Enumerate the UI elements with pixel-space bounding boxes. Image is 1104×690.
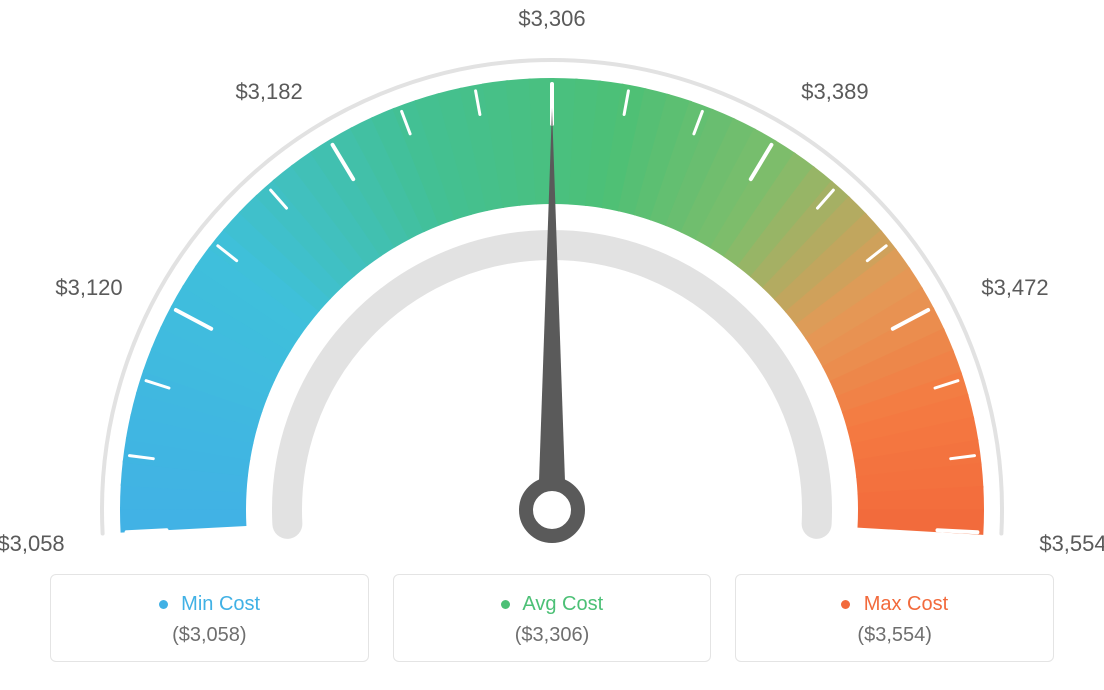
gauge-tick-label: $3,306	[518, 6, 585, 32]
gauge-area: $3,058 $3,120 $3,182 $3,306 $3,389 $3,472 $3,5…	[0, 0, 1104, 560]
gauge-tick-label: $3,120	[55, 275, 122, 301]
min-cost-card: Min Cost ($3,058)	[50, 574, 369, 662]
gauge-svg	[0, 30, 1104, 570]
gauge-chart-container: $3,058 $3,120 $3,182 $3,306 $3,389 $3,472 $3,5…	[0, 0, 1104, 690]
max-bullet-icon	[841, 600, 850, 609]
gauge-tick-label: $3,058	[0, 531, 65, 557]
avg-cost-label: Avg Cost	[522, 593, 603, 615]
max-cost-value: ($3,554)	[746, 624, 1043, 647]
gauge-tick-label: $3,554	[1039, 531, 1104, 557]
min-cost-label: Min Cost	[181, 593, 260, 615]
max-cost-label: Max Cost	[864, 593, 948, 615]
summary-cards: Min Cost ($3,058) Avg Cost ($3,306) Max …	[50, 574, 1054, 662]
avg-cost-card: Avg Cost ($3,306)	[393, 574, 712, 662]
gauge-tick-label: $3,472	[981, 275, 1048, 301]
min-bullet-icon	[159, 600, 168, 609]
avg-cost-value: ($3,306)	[404, 624, 701, 647]
gauge-tick-label: $3,389	[801, 79, 868, 105]
avg-bullet-icon	[501, 600, 510, 609]
max-cost-card: Max Cost ($3,554)	[735, 574, 1054, 662]
min-cost-value: ($3,058)	[61, 624, 358, 647]
gauge-tick-label: $3,182	[235, 79, 302, 105]
